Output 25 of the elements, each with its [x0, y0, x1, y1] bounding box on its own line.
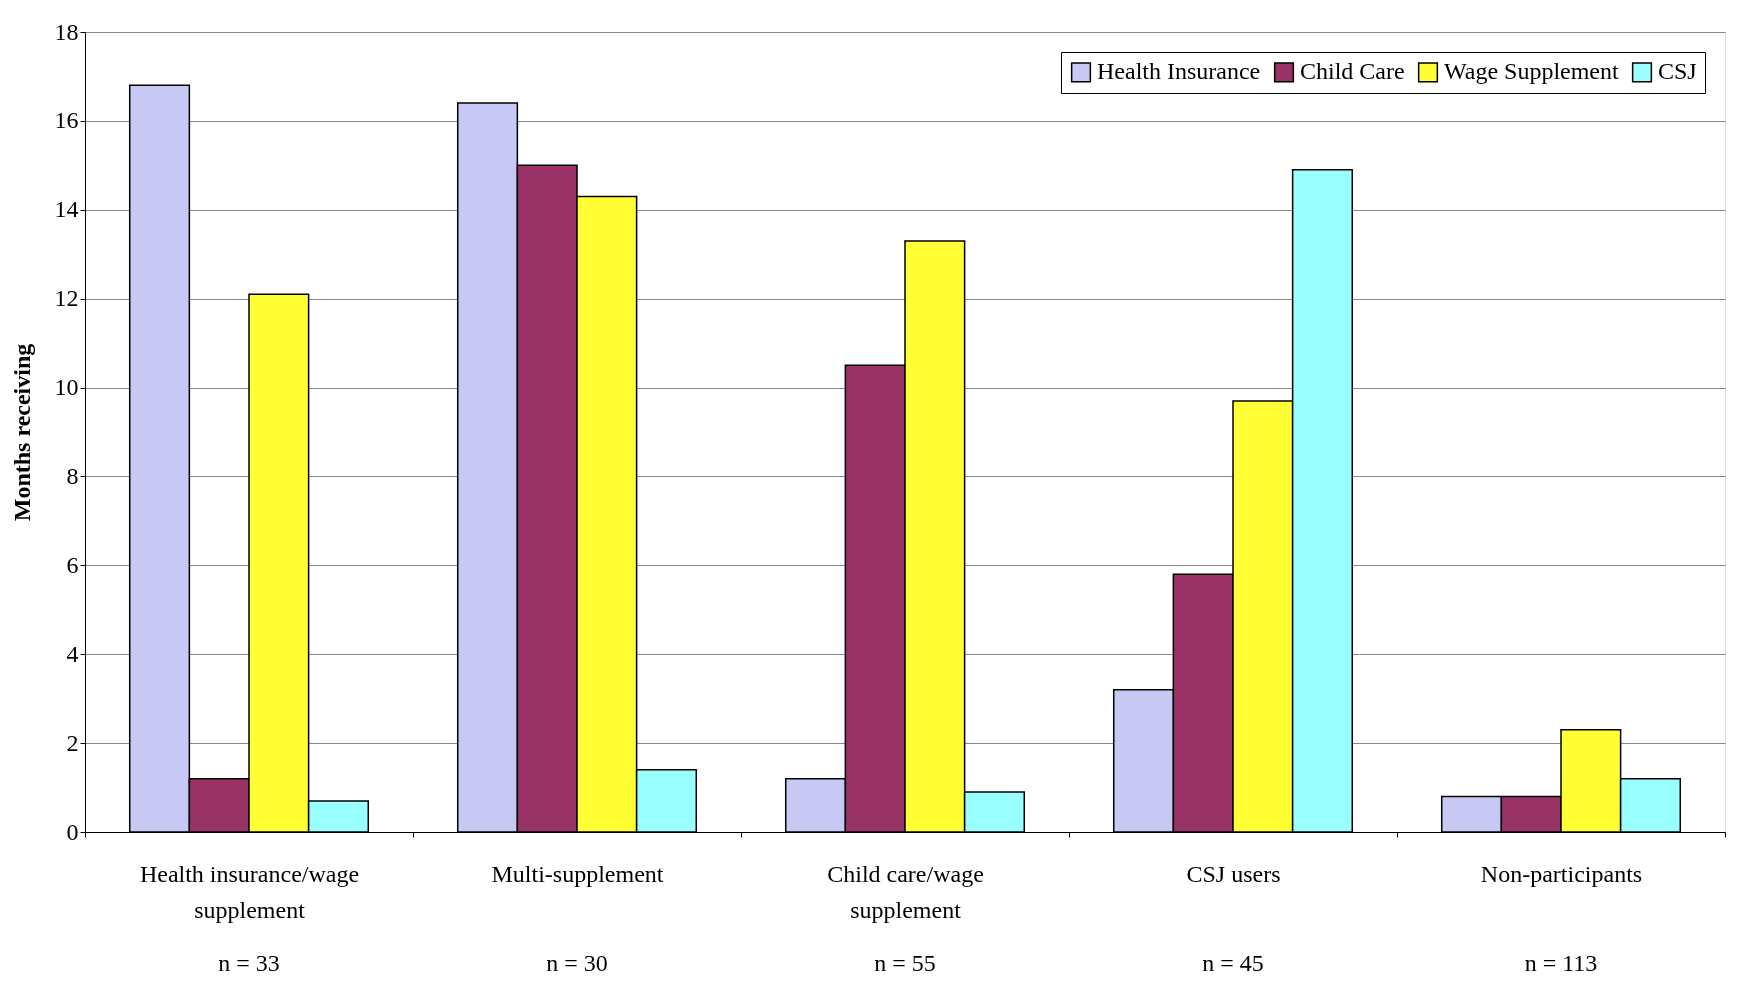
text: n = 45	[1202, 950, 1264, 976]
legend-label: Health Insurance	[1097, 58, 1261, 85]
y-tick-label: 2	[66, 729, 79, 756]
x-tick-label: Child care/wage supplement	[827, 860, 984, 923]
text: n = 33	[218, 950, 280, 976]
text: n = 55	[874, 950, 936, 976]
y-axis-title: Months receiving	[8, 343, 35, 522]
text: n = 113	[1524, 950, 1598, 976]
text: n = 30	[546, 950, 608, 976]
legend-label: CSJ	[1658, 58, 1697, 85]
y-tick-label: 12	[54, 285, 79, 312]
legend-label: Child Care	[1300, 58, 1405, 85]
x-tick-label: Non-participants	[1480, 860, 1643, 887]
x-tick-label: Health insurance/wage supplement	[139, 860, 360, 923]
y-tick-label: 14	[54, 196, 79, 223]
y-tick-label: 16	[54, 107, 79, 134]
legend-label: Wage Supplement	[1444, 58, 1620, 85]
y-tick-label: 4	[66, 640, 79, 667]
y-tick-label: 10	[54, 374, 79, 401]
y-tick-label: 8	[66, 462, 79, 489]
y-tick-label: 0	[66, 818, 79, 845]
x-tick-label: CSJ users	[1186, 860, 1281, 887]
y-tick-label: 18	[54, 18, 79, 45]
y-tick-label: 6	[66, 551, 79, 578]
x-tick-label: Multi-supplement	[491, 860, 664, 887]
